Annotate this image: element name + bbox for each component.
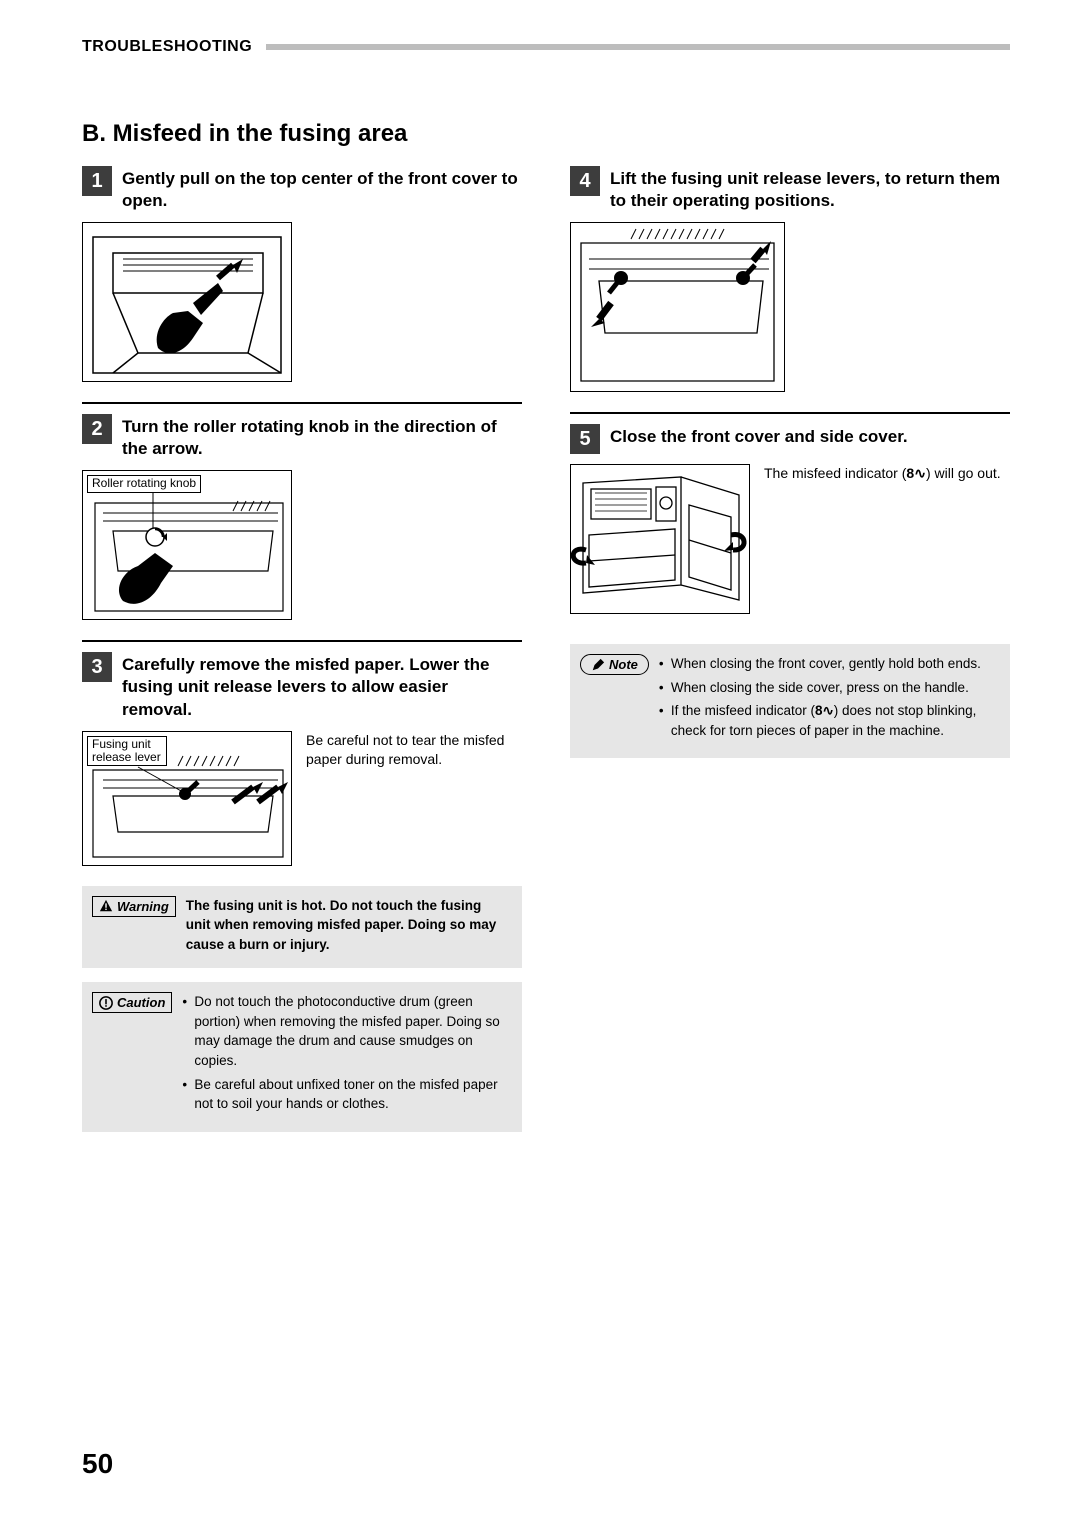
left-column: 1 Gently pull on the top center of the f…: [82, 166, 522, 1132]
note-label-text: Note: [609, 657, 638, 672]
roller-knob-label: Roller rotating knob: [87, 475, 201, 492]
step-3-note: Be careful not to tear the misfed paper …: [306, 731, 522, 770]
caution-item: Be careful about unfixed toner on the mi…: [182, 1075, 508, 1114]
note-item: When closing the front cover, gently hol…: [659, 654, 996, 674]
note-label: Note: [580, 654, 649, 675]
header-title: TROUBLESHOOTING: [82, 38, 252, 56]
step-1: 1 Gently pull on the top center of the f…: [82, 166, 522, 382]
section-title: B. Misfeed in the fusing area: [82, 120, 1010, 148]
step-text: Lift the fusing unit release levers, to …: [610, 166, 1010, 212]
step-text: Carefully remove the misfed paper. Lower…: [122, 652, 522, 720]
step-5-note: The misfeed indicator (8∿) will go out.: [764, 464, 1001, 484]
header-rule: [266, 44, 1010, 50]
step-3-illustration: Fusing unit release lever: [82, 731, 292, 866]
step-number: 5: [570, 424, 600, 454]
misfeed-icon: 8∿: [815, 703, 834, 718]
step-number: 1: [82, 166, 112, 196]
step-text: Close the front cover and side cover.: [610, 424, 908, 448]
pencil-icon: [591, 658, 605, 672]
step-text: Turn the roller rotating knob in the dir…: [122, 414, 522, 460]
step-2-illustration: Roller rotating knob: [82, 470, 292, 620]
note-text: When closing the front cover, gently hol…: [659, 654, 996, 744]
caution-box: Caution Do not touch the photoconductive…: [82, 982, 522, 1131]
step-1-illustration: [82, 222, 292, 382]
warning-text: The fusing unit is hot. Do not touch the…: [186, 896, 508, 955]
caution-label: Caution: [92, 992, 172, 1013]
page-header: TROUBLESHOOTING: [82, 38, 1010, 56]
note-box: Note When closing the front cover, gentl…: [570, 644, 1010, 758]
warning-label: Warning: [92, 896, 176, 917]
step-2: 2 Turn the roller rotating knob in the d…: [82, 402, 522, 620]
release-lever-label: Fusing unit release lever: [87, 736, 167, 766]
step-number: 2: [82, 414, 112, 444]
caution-text: Do not touch the photoconductive drum (g…: [182, 992, 508, 1117]
misfeed-icon: 8∿: [906, 465, 926, 481]
step-number: 3: [82, 652, 112, 682]
step-4: 4 Lift the fusing unit release levers, t…: [570, 166, 1010, 392]
warning-icon: [99, 899, 113, 913]
step-3: 3 Carefully remove the misfed paper. Low…: [82, 640, 522, 865]
page-number: 50: [82, 1448, 113, 1480]
warning-box: Warning The fusing unit is hot. Do not t…: [82, 886, 522, 969]
note-item: When closing the side cover, press on th…: [659, 678, 996, 698]
note-item: If the misfeed indicator (8∿) does not s…: [659, 701, 996, 740]
caution-icon: [99, 996, 113, 1010]
caution-item: Do not touch the photoconductive drum (g…: [182, 992, 508, 1070]
step-text: Gently pull on the top center of the fro…: [122, 166, 522, 212]
step-number: 4: [570, 166, 600, 196]
right-column: 4 Lift the fusing unit release levers, t…: [570, 166, 1010, 1132]
warning-label-text: Warning: [117, 899, 169, 914]
step-5-illustration: [570, 464, 750, 614]
step-4-illustration: [570, 222, 785, 392]
caution-label-text: Caution: [117, 995, 165, 1010]
step-5: 5 Close the front cover and side cover.: [570, 412, 1010, 614]
